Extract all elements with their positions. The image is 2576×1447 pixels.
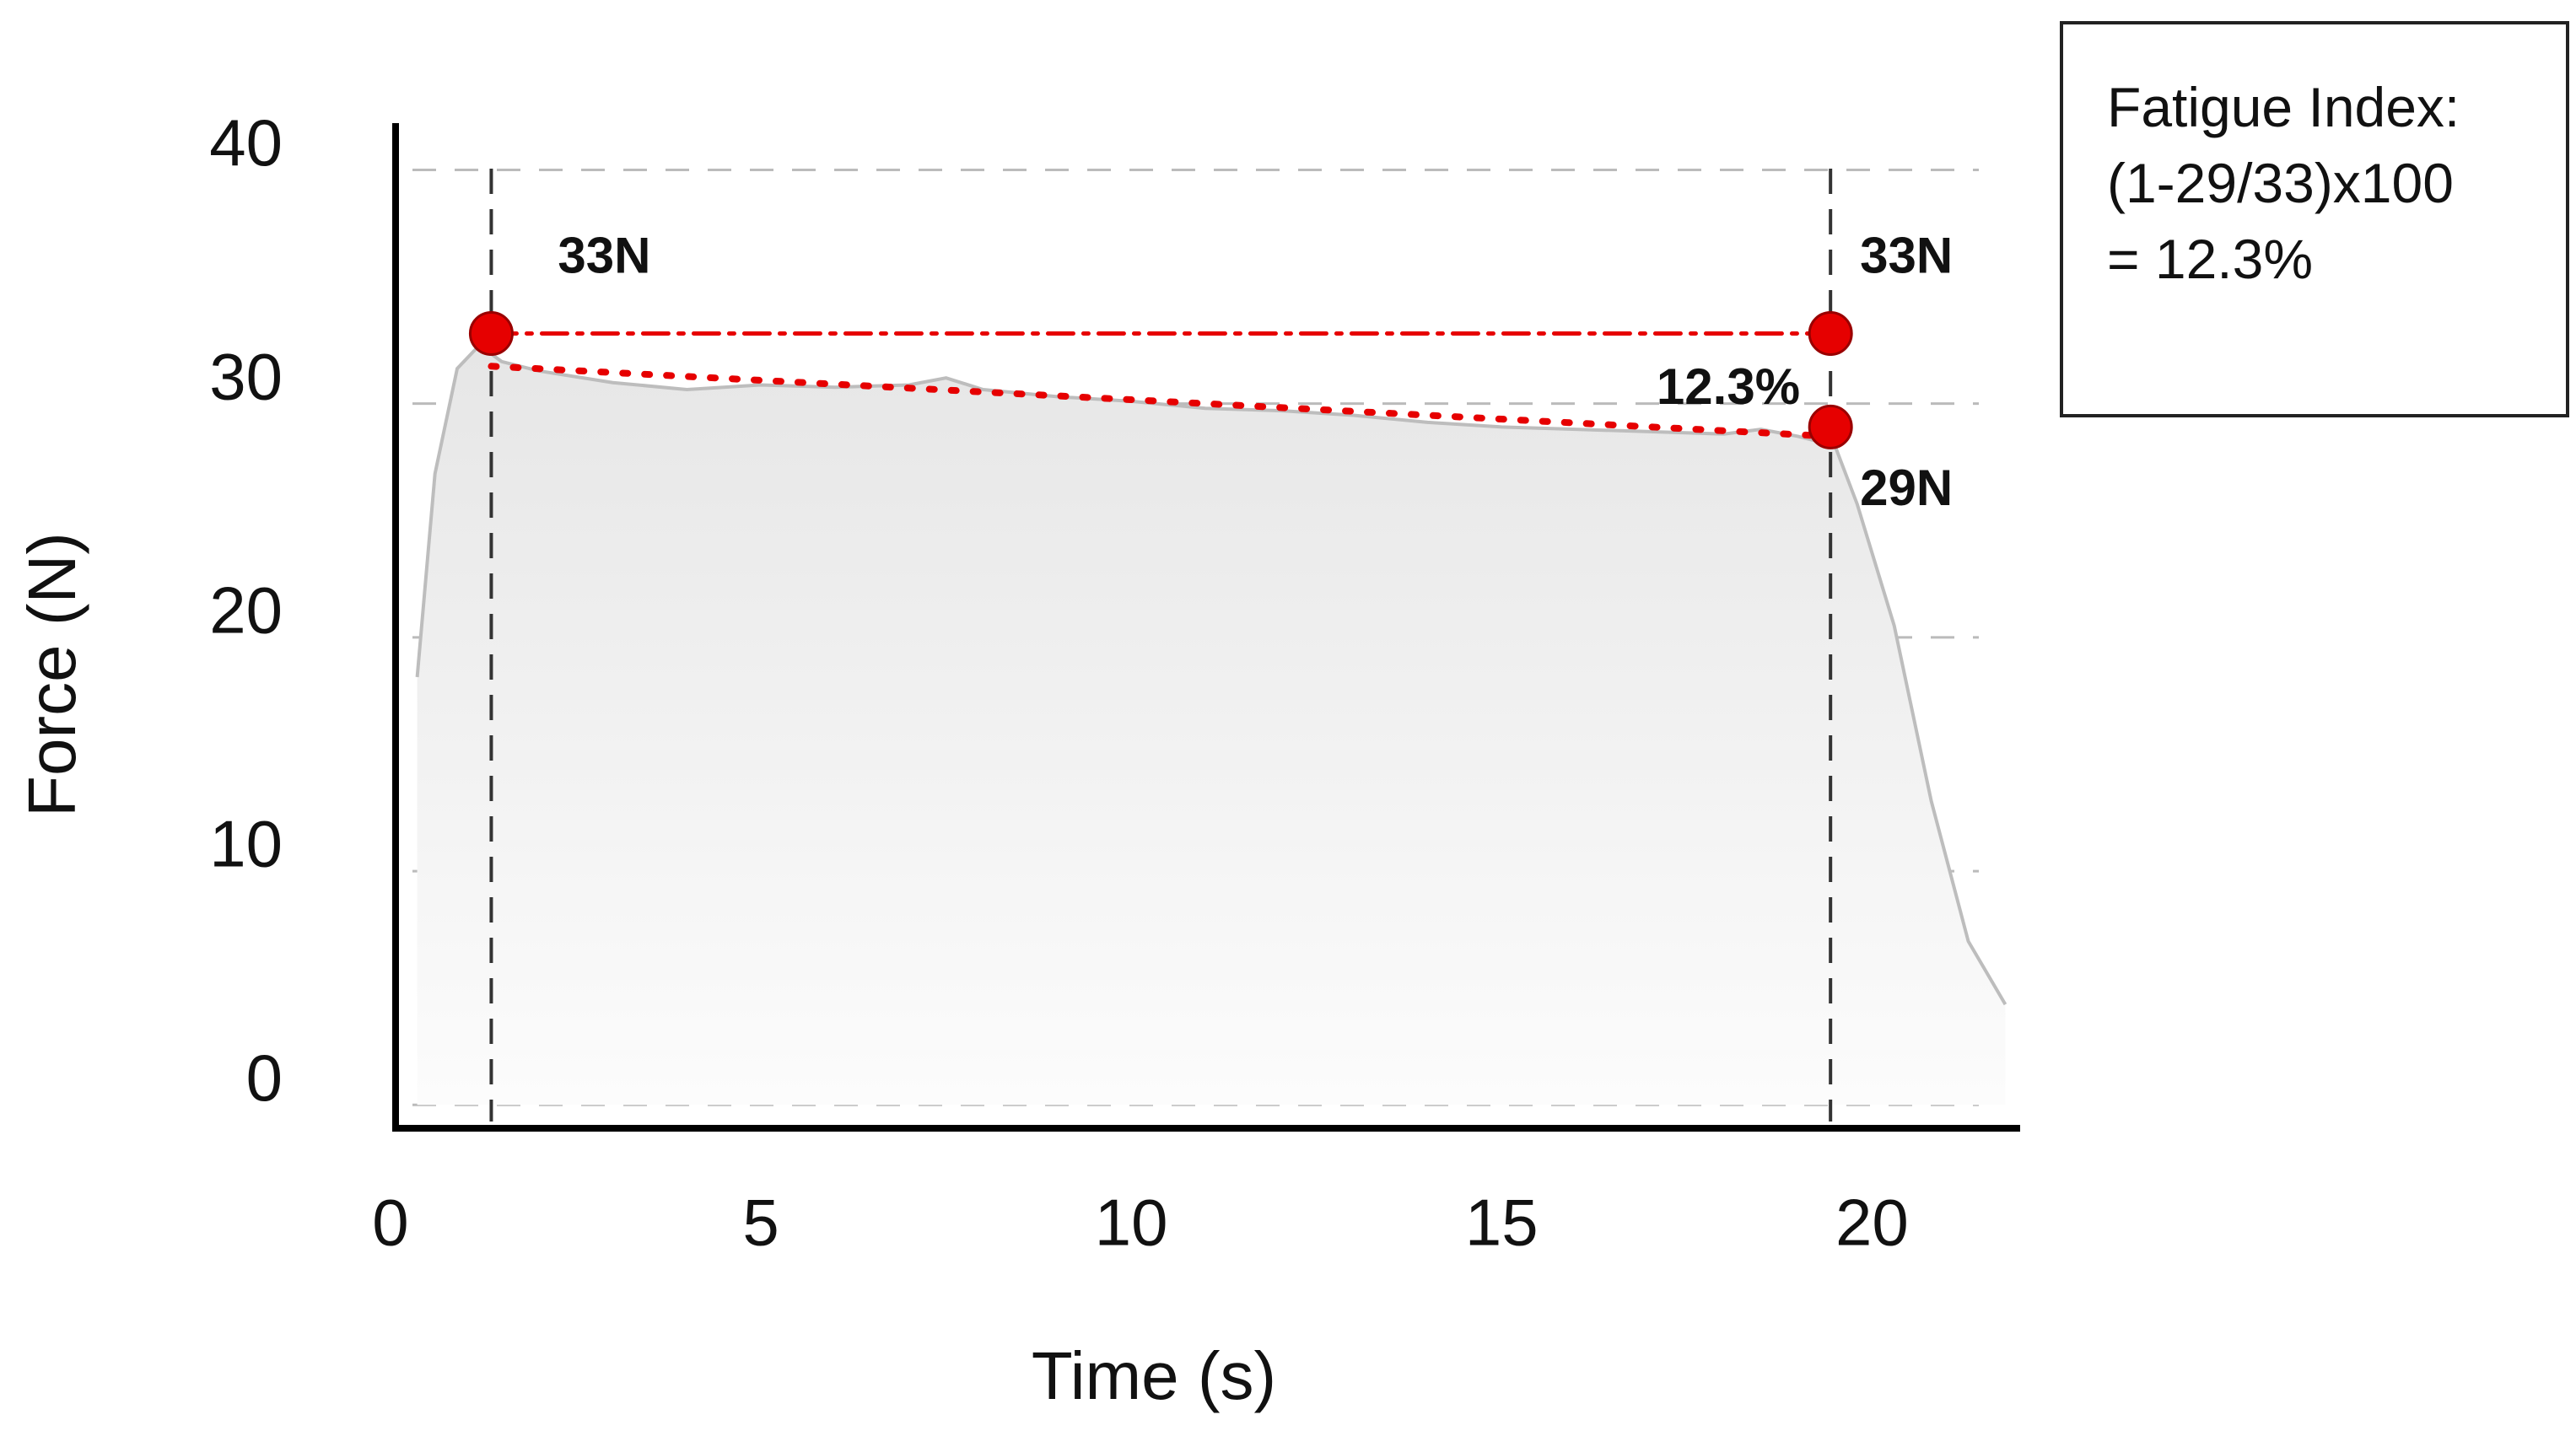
marker	[468, 310, 514, 356]
x-tick-label: 15	[1465, 1186, 1539, 1260]
ref-line	[488, 363, 1835, 440]
y-tick-label: 10	[209, 807, 283, 881]
x-tick-label: 20	[1835, 1186, 1909, 1260]
area	[417, 345, 2006, 1105]
x-axis-label: Time (s)	[1032, 1338, 1276, 1413]
note-line: (1-29/33)x100	[2107, 152, 2454, 214]
x-tick-label: 10	[1095, 1186, 1168, 1260]
y-tick-label: 40	[209, 105, 283, 180]
plot-layer	[412, 168, 2007, 1106]
y-tick-label: 20	[209, 573, 283, 647]
x-tick-label: 5	[742, 1186, 779, 1260]
note-line: Fatigue Index:	[2107, 76, 2460, 138]
y-axis-label: Force (N)	[14, 532, 89, 817]
data-label: 33N	[1860, 227, 1953, 283]
marker	[1808, 404, 1853, 449]
data-label: 33N	[558, 227, 650, 283]
annotation: 12.3%	[1657, 358, 1800, 415]
data-label: 29N	[1860, 460, 1953, 516]
x-tick-label: 0	[372, 1186, 408, 1260]
marker	[1808, 310, 1853, 356]
note-line: = 12.3%	[2107, 228, 2313, 290]
note-box	[2060, 21, 2569, 417]
y-tick-label: 30	[209, 339, 283, 413]
y-tick-label: 0	[246, 1041, 283, 1115]
